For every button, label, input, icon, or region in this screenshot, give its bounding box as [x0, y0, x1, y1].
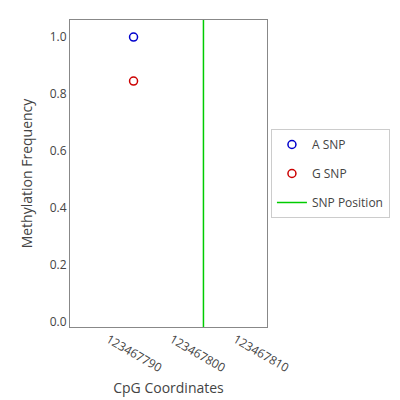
svg-text:0.8: 0.8	[50, 85, 67, 102]
svg-text:0.6: 0.6	[50, 142, 67, 159]
svg-text:0.0: 0.0	[50, 313, 67, 330]
svg-text:123467800: 123467800	[167, 330, 229, 376]
svg-text:CpG Coordinates: CpG Coordinates	[113, 378, 224, 397]
svg-text:123467810: 123467810	[230, 330, 292, 376]
svg-text:0.2: 0.2	[50, 256, 67, 273]
svg-text:Methylation Frequency: Methylation Frequency	[17, 98, 36, 249]
svg-text:G SNP: G SNP	[312, 165, 347, 182]
svg-text:A SNP: A SNP	[312, 136, 346, 153]
svg-text:1.0: 1.0	[50, 28, 67, 45]
svg-text:123467790: 123467790	[103, 330, 165, 376]
svg-text:0.4: 0.4	[50, 199, 67, 216]
svg-text:SNP Position: SNP Position	[312, 194, 383, 211]
